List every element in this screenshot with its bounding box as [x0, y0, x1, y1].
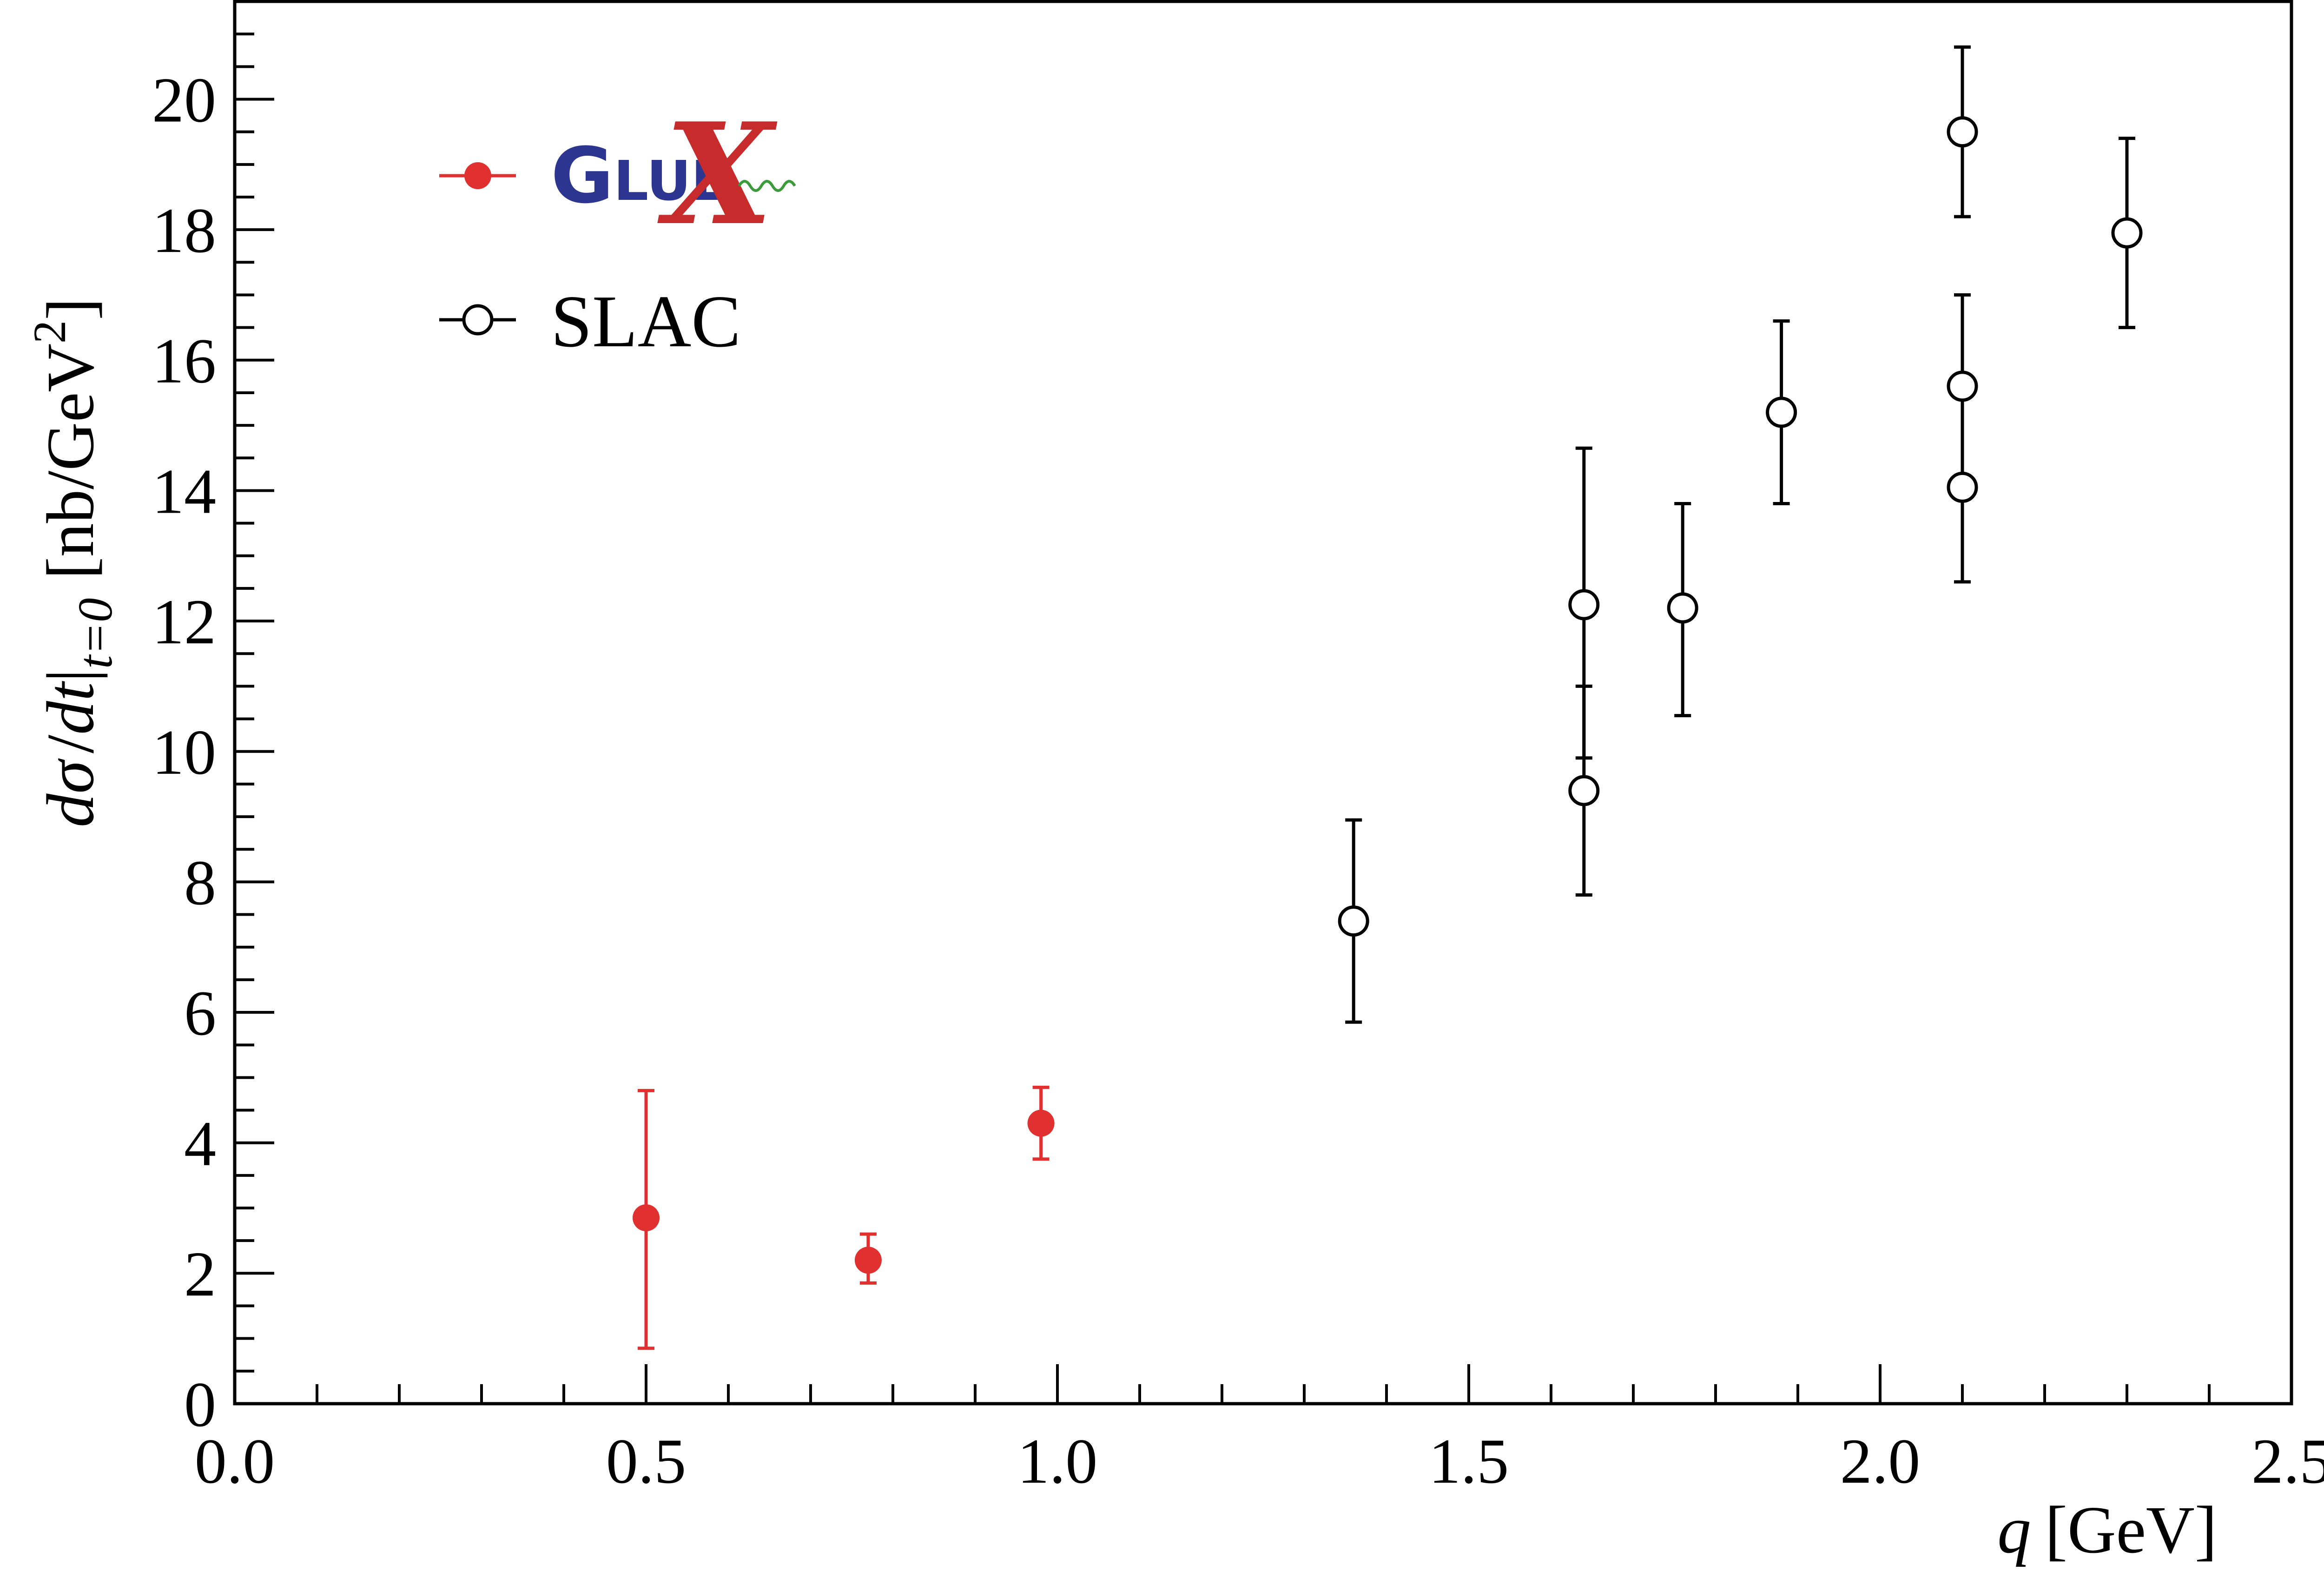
y-tick-label: 6	[184, 977, 216, 1049]
x-axis-unit: [GeV]	[2045, 1493, 2217, 1567]
data-point	[1766, 396, 1797, 428]
y-label-d: d	[33, 793, 108, 827]
data-points	[633, 116, 2143, 1274]
x-axis-label: q [GeV]	[1997, 1493, 2217, 1567]
y-tick-label: 2	[184, 1238, 216, 1309]
y-tick-label: 0	[184, 1369, 216, 1440]
x-tick-label: 1.5	[1429, 1426, 1509, 1497]
y-tick-label: 12	[152, 586, 216, 657]
data-point	[1568, 775, 1600, 806]
y-label-dt: dt	[33, 680, 108, 735]
gluex-logo-wave	[738, 180, 796, 192]
data-point	[1947, 116, 1978, 148]
data-point	[633, 1204, 660, 1232]
data-point	[1947, 370, 1978, 402]
y-label-unit-open: [nb/GeV	[33, 343, 108, 579]
plot-frame	[233, 0, 2293, 1406]
x-tick-label: 0.5	[606, 1426, 687, 1497]
data-point	[1947, 471, 1978, 503]
legend-slac-marker	[462, 304, 494, 336]
legend-slac-label: SLAC	[551, 280, 741, 363]
legend: G LUE X SLAC	[439, 92, 796, 363]
data-point	[1667, 592, 1698, 624]
y-tick-label: 14	[152, 456, 216, 527]
axis-ticks	[233, 0, 2293, 1405]
y-tick-label: 18	[152, 195, 216, 266]
x-tick-label: 2.0	[1840, 1426, 1921, 1497]
y-label-sub: t=0	[68, 598, 122, 669]
data-point	[854, 1247, 882, 1274]
y-tick-label: 8	[184, 847, 216, 918]
gluex-logo: G LUE X	[551, 92, 796, 256]
x-tick-label: 2.5	[2251, 1426, 2324, 1497]
gluex-logo-g: G	[551, 131, 614, 220]
tick-labels: 0.0 0.5 1.0 1.5 2.0 2.5 0 2 4 6 8 10 12 14 16 18 20	[152, 64, 2324, 1497]
data-point	[1568, 589, 1600, 621]
data-point	[2111, 217, 2143, 249]
x-tick-label: 1.0	[1017, 1426, 1098, 1497]
y-label-bar: |	[33, 669, 108, 682]
y-axis-label: dσ /dt|t=0 [nb/GeV2]	[24, 298, 122, 827]
y-label-sigma: σ	[33, 758, 108, 794]
y-label-unit-close: ]	[33, 298, 108, 320]
y-tick-label: 16	[152, 325, 216, 396]
y-tick-label: 10	[152, 717, 216, 788]
y-label-slash: /	[33, 734, 108, 753]
x-tick-label: 0.0	[195, 1426, 275, 1497]
data-point	[1027, 1109, 1055, 1137]
data-point	[1338, 905, 1369, 937]
y-tick-label: 20	[152, 64, 216, 135]
legend-gluex-marker	[464, 162, 491, 189]
gluex-logo-lue: LUE	[614, 149, 728, 213]
legend-entry-slac: SLAC	[439, 280, 741, 363]
y-tick-label: 4	[184, 1108, 216, 1179]
gluex-logo-x: X	[656, 92, 778, 256]
legend-entry-gluex: G LUE X	[439, 92, 796, 256]
x-axis-var: q	[1997, 1493, 2031, 1567]
y-label-unit-sup: 2	[24, 320, 75, 343]
